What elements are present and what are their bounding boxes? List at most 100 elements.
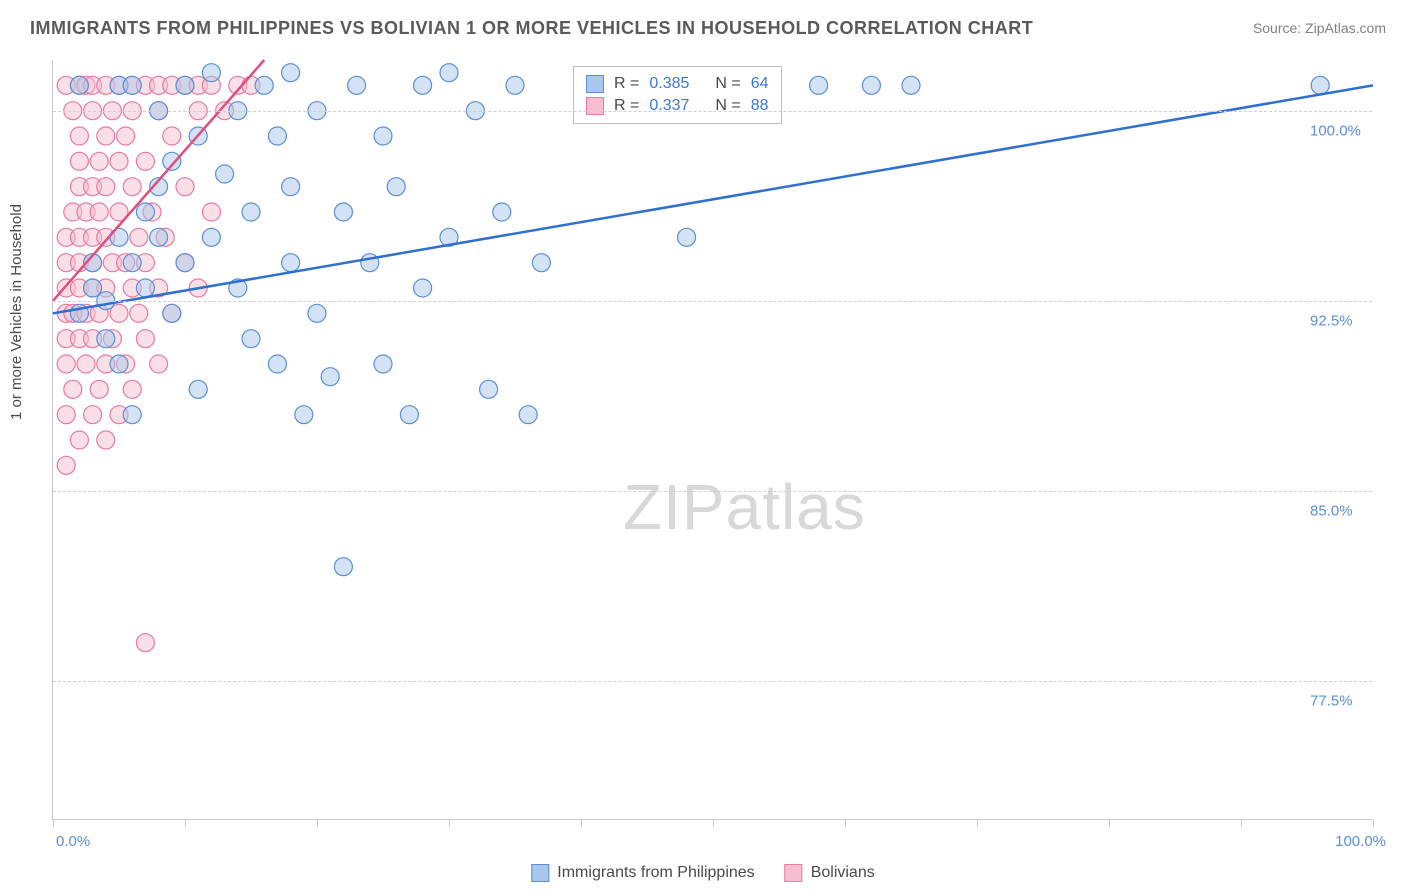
scatter-point [90, 152, 108, 170]
legend-label: Bolivians [811, 864, 875, 882]
scatter-point [1311, 76, 1329, 94]
scatter-point [77, 355, 95, 373]
legend-swatch [785, 864, 803, 882]
chart-title: IMMIGRANTS FROM PHILIPPINES VS BOLIVIAN … [30, 18, 1033, 39]
legend-r-label: R = [614, 97, 639, 115]
scatter-point [130, 304, 148, 322]
scatter-point [480, 380, 498, 398]
scatter-point [374, 355, 392, 373]
scatter-point [57, 456, 75, 474]
scatter-point [862, 76, 880, 94]
grid-line [53, 491, 1372, 492]
scatter-point [117, 127, 135, 145]
scatter-point [150, 355, 168, 373]
scatter-point [136, 279, 154, 297]
scatter-point [97, 127, 115, 145]
scatter-point [136, 634, 154, 652]
scatter-point [176, 76, 194, 94]
x-tick [1109, 819, 1110, 827]
scatter-point [163, 127, 181, 145]
scatter-point [268, 127, 286, 145]
scatter-point [334, 558, 352, 576]
x-axis-end-label: 100.0% [1335, 833, 1386, 850]
scatter-point [110, 152, 128, 170]
scatter-point [136, 203, 154, 221]
scatter-point [136, 330, 154, 348]
legend-swatch [586, 97, 604, 115]
x-axis-start-label: 0.0% [56, 833, 90, 850]
watermark-atlas: atlas [726, 471, 866, 543]
y-tick-label: 100.0% [1310, 122, 1394, 139]
scatter-point [348, 76, 366, 94]
legend-item: Immigrants from Philippines [531, 864, 754, 882]
source-label: Source: [1253, 20, 1301, 36]
x-tick [581, 819, 582, 827]
legend-n-label: N = [715, 97, 740, 115]
legend-row: R = 0.337 N = 88 [586, 95, 769, 117]
scatter-point [255, 76, 273, 94]
scatter-point [57, 406, 75, 424]
scatter-point [321, 368, 339, 386]
scatter-point [308, 304, 326, 322]
scatter-point [242, 330, 260, 348]
scatter-point [163, 304, 181, 322]
x-tick [317, 819, 318, 827]
scatter-point [110, 355, 128, 373]
scatter-point [493, 203, 511, 221]
scatter-point [123, 254, 141, 272]
x-tick [53, 819, 54, 827]
legend-item: Bolivians [785, 864, 875, 882]
scatter-point [374, 127, 392, 145]
y-tick-label: 92.5% [1310, 312, 1394, 329]
legend-n-label: N = [715, 75, 740, 93]
scatter-point [136, 152, 154, 170]
x-tick [713, 819, 714, 827]
x-tick [845, 819, 846, 827]
series-legend: Immigrants from Philippines Bolivians [531, 864, 874, 882]
scatter-point [532, 254, 550, 272]
source-value: ZipAtlas.com [1305, 20, 1386, 36]
chart-svg-layer [53, 60, 1372, 819]
scatter-point [414, 76, 432, 94]
scatter-point [64, 380, 82, 398]
scatter-point [295, 406, 313, 424]
scatter-point [400, 406, 418, 424]
legend-r-label: R = [614, 75, 639, 93]
scatter-point [123, 380, 141, 398]
legend-n-value: 88 [751, 97, 769, 115]
x-tick [1373, 819, 1374, 827]
scatter-point [97, 178, 115, 196]
scatter-point [334, 203, 352, 221]
scatter-point [90, 203, 108, 221]
correlation-legend: R =0.385N =64R =0.337N =88 [573, 66, 782, 124]
scatter-point [242, 203, 260, 221]
scatter-point [202, 64, 220, 82]
scatter-point [57, 355, 75, 373]
scatter-point [902, 76, 920, 94]
scatter-point [506, 76, 524, 94]
y-tick-label: 77.5% [1310, 692, 1394, 709]
scatter-point [387, 178, 405, 196]
scatter-point [678, 228, 696, 246]
scatter-point [97, 330, 115, 348]
legend-r-value: 0.337 [649, 97, 689, 115]
scatter-point [70, 152, 88, 170]
scatter-point [70, 431, 88, 449]
scatter-point [176, 178, 194, 196]
scatter-point [216, 165, 234, 183]
legend-label: Immigrants from Philippines [557, 864, 754, 882]
scatter-point [150, 228, 168, 246]
scatter-point [282, 254, 300, 272]
legend-swatch [586, 75, 604, 93]
scatter-point [810, 76, 828, 94]
x-tick [1241, 819, 1242, 827]
y-axis-label: 1 or more Vehicles in Household [8, 204, 25, 420]
scatter-point [282, 64, 300, 82]
scatter-point [163, 152, 181, 170]
scatter-point [84, 406, 102, 424]
scatter-point [123, 76, 141, 94]
watermark-zip: ZIP [623, 471, 726, 543]
scatter-point [90, 380, 108, 398]
scatter-point [70, 127, 88, 145]
scatter-point [414, 279, 432, 297]
